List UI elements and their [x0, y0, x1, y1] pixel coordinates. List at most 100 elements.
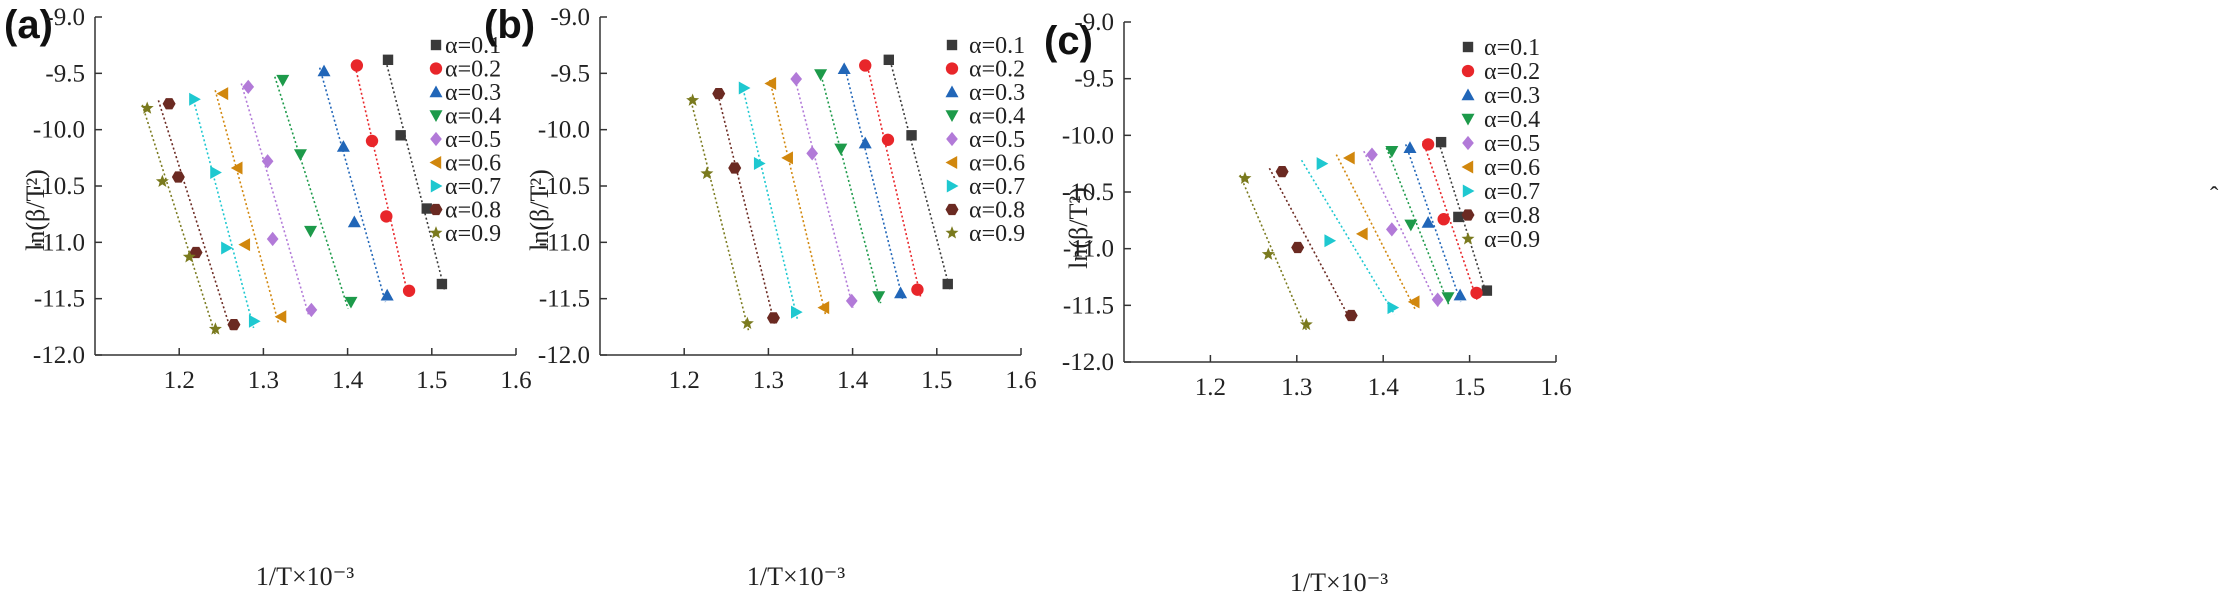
legend-marker [1461, 160, 1474, 174]
panel-a-x-axis-title: 1/T×10⁻³ [256, 562, 354, 591]
legend-marker [429, 85, 443, 98]
fit-line [1436, 138, 1489, 298]
legend-label: α=0.1 [1484, 35, 1540, 61]
data-point [182, 250, 196, 263]
fit-line [716, 90, 776, 325]
y-tick-label: -11.5 [539, 286, 590, 313]
fit-line [1404, 144, 1462, 303]
fit-line [318, 67, 387, 303]
legend-label: α=0.6 [969, 151, 1025, 177]
legend-label: α=0.7 [445, 174, 501, 200]
data-point [1344, 309, 1358, 322]
fit-line [1239, 174, 1308, 332]
y-tick-label: -11.5 [1063, 292, 1114, 319]
legend-marker [1461, 88, 1475, 101]
y-tick-label: -11.0 [539, 229, 590, 256]
legend-label: α=0.8 [1484, 203, 1540, 229]
data-point [336, 140, 350, 152]
legend-label: α=0.6 [445, 151, 501, 177]
legend-marker [430, 39, 442, 51]
data-point [1385, 146, 1399, 158]
legend-label: α=0.1 [445, 33, 501, 59]
legend-label: α=0.3 [1484, 83, 1540, 109]
x-tick-label: 1.4 [1368, 374, 1400, 401]
fit-line [1268, 167, 1353, 323]
data-point [344, 296, 358, 309]
data-point [238, 238, 251, 252]
legend-marker [946, 39, 958, 51]
data-point [712, 87, 726, 100]
data-point [686, 93, 700, 106]
data-point [859, 59, 872, 72]
data-point [728, 162, 742, 174]
data-point [1407, 295, 1420, 309]
legend-label: α=0.5 [1484, 131, 1540, 157]
y-tick-label: -10.5 [538, 173, 590, 200]
data-point [1431, 292, 1444, 307]
data-point [1275, 165, 1289, 178]
legend-marker [1461, 64, 1475, 78]
data-point [347, 215, 361, 228]
legend-marker [945, 85, 959, 98]
data-point [293, 149, 307, 161]
data-point [162, 98, 176, 110]
data-point [382, 54, 394, 66]
y-tick-label: -10.5 [1062, 179, 1114, 206]
data-point [171, 171, 185, 183]
panel-c-letter: (c) [1044, 19, 1093, 63]
data-point [845, 293, 858, 309]
y-tick-label: -9.0 [45, 4, 85, 31]
panel-b-x-axis-title: 1/T×10⁻³ [747, 562, 845, 591]
data-point [261, 154, 274, 169]
y-tick-label: -11.0 [1063, 236, 1114, 263]
x-tick-label: 1.6 [1540, 374, 1571, 401]
x-tick-label: 1.5 [921, 367, 952, 394]
data-point [317, 64, 331, 77]
data-point [1291, 241, 1305, 254]
y-tick-label: -11.5 [34, 286, 85, 313]
fit-line [793, 75, 854, 308]
legend-label: α=0.1 [969, 33, 1025, 59]
legend-label: α=0.2 [445, 57, 501, 83]
legend-marker [429, 203, 443, 216]
data-point [942, 278, 953, 290]
data-point [906, 130, 917, 141]
data-point [1441, 292, 1455, 304]
x-tick-label: 1.5 [1454, 374, 1485, 401]
panel-a: (a) 1/T×10⁻³ ln(β/T²) -9.0 -9.5 -10.0 -10.5… [4, 3, 532, 591]
y-tick-label: -12.0 [33, 342, 85, 369]
y-tick-label: -12.0 [538, 342, 590, 369]
legend-label: α=0.3 [445, 80, 501, 106]
y-tick-label: -9.0 [1074, 9, 1114, 36]
x-tick-label: 1.2 [164, 367, 195, 394]
legend-marker [945, 62, 959, 75]
data-point [365, 134, 379, 148]
data-point [1299, 317, 1313, 331]
data-point [881, 133, 895, 146]
data-point [1403, 141, 1417, 153]
legend-label: α=0.5 [445, 127, 501, 153]
legend-marker [946, 131, 958, 147]
data-point [753, 156, 766, 170]
legend-marker [429, 156, 442, 169]
y-tick-label: -12.0 [1062, 349, 1114, 376]
legend-label: α=0.9 [1484, 227, 1540, 253]
data-point [1343, 151, 1355, 165]
fit-line [1335, 154, 1416, 310]
panel-b: (b) 1/T×10⁻³ ln(β/T²) -9.0 -9.5 -10.0 -10.5… [484, 3, 1037, 591]
fit-line [888, 56, 952, 291]
data-point [248, 314, 261, 328]
legend-label: α=0.5 [969, 127, 1025, 153]
legend-marker [429, 226, 443, 239]
data-point [1238, 171, 1252, 184]
legend-label: α=0.4 [1484, 107, 1540, 133]
data-point [1355, 227, 1368, 241]
fit-line [865, 61, 922, 297]
legend-marker [1462, 184, 1475, 198]
legend-marker [1461, 232, 1475, 245]
legend-label: α=0.4 [969, 104, 1025, 130]
data-point [1453, 211, 1464, 223]
legend-label: α=0.6 [1484, 155, 1540, 181]
x-tick-label: 1.6 [1005, 367, 1036, 394]
data-point [894, 286, 908, 299]
